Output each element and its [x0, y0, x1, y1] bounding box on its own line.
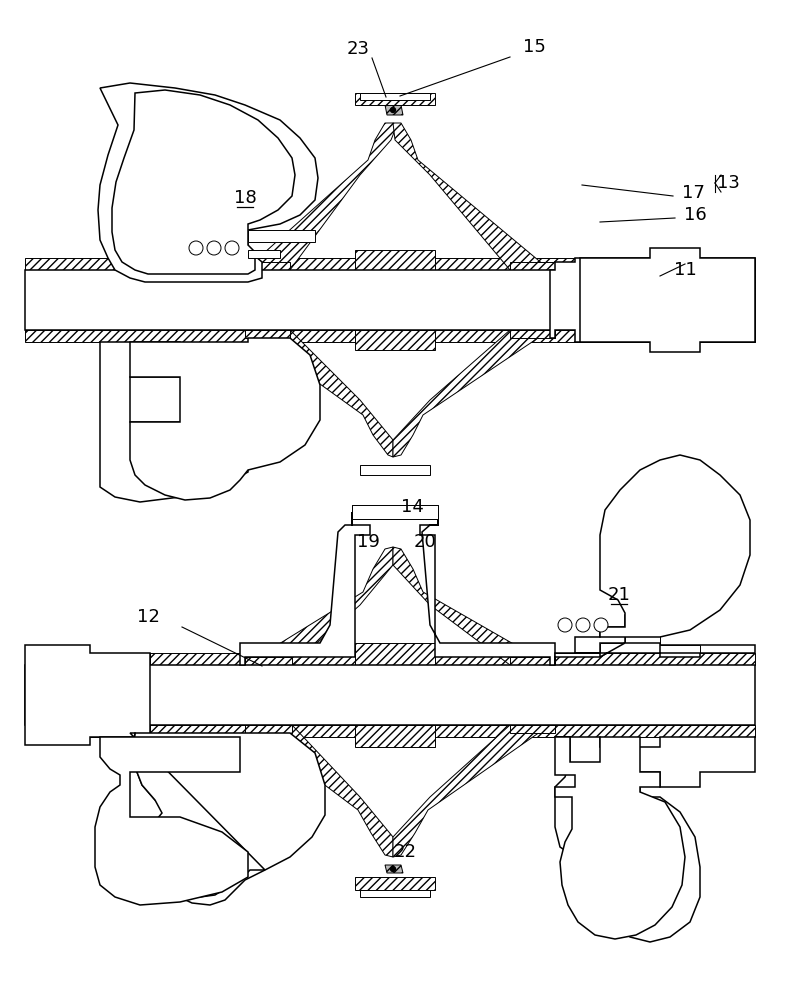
Circle shape [207, 241, 221, 255]
Text: 21: 21 [608, 586, 630, 604]
Polygon shape [240, 512, 370, 665]
Polygon shape [580, 248, 755, 352]
Polygon shape [95, 737, 248, 905]
Polygon shape [25, 653, 755, 665]
Polygon shape [248, 230, 315, 242]
Polygon shape [248, 250, 280, 258]
Text: 13: 13 [717, 174, 739, 192]
Polygon shape [133, 733, 325, 905]
Text: 14: 14 [401, 498, 423, 516]
Polygon shape [245, 330, 290, 338]
Text: 19: 19 [356, 533, 379, 551]
Text: 11: 11 [674, 261, 696, 279]
Polygon shape [360, 93, 430, 100]
Polygon shape [555, 737, 685, 939]
Polygon shape [550, 258, 755, 342]
Polygon shape [245, 725, 393, 857]
Polygon shape [600, 643, 700, 657]
Polygon shape [393, 123, 550, 270]
Circle shape [594, 618, 608, 632]
Polygon shape [355, 643, 435, 665]
Polygon shape [393, 330, 550, 457]
Polygon shape [25, 645, 150, 745]
Polygon shape [245, 725, 292, 733]
Polygon shape [352, 505, 438, 519]
Polygon shape [510, 725, 555, 733]
Polygon shape [245, 547, 393, 665]
Text: 17: 17 [682, 184, 705, 202]
Polygon shape [25, 270, 755, 330]
Polygon shape [25, 330, 755, 342]
Circle shape [576, 618, 590, 632]
Polygon shape [245, 123, 397, 270]
Text: 15: 15 [522, 38, 545, 56]
Circle shape [390, 866, 396, 871]
Polygon shape [510, 330, 555, 338]
Circle shape [558, 618, 572, 632]
Polygon shape [130, 733, 265, 897]
Polygon shape [555, 615, 755, 665]
Polygon shape [510, 262, 555, 270]
Polygon shape [25, 665, 755, 725]
Text: 23: 23 [347, 40, 370, 58]
Polygon shape [245, 657, 292, 665]
Polygon shape [510, 657, 555, 665]
Polygon shape [355, 725, 435, 747]
Polygon shape [355, 93, 435, 105]
Polygon shape [393, 725, 550, 857]
Polygon shape [25, 258, 755, 270]
Polygon shape [420, 512, 555, 665]
Polygon shape [352, 505, 438, 519]
Circle shape [225, 241, 239, 255]
Polygon shape [393, 547, 550, 665]
Polygon shape [112, 90, 295, 274]
Text: 22: 22 [393, 843, 416, 861]
Polygon shape [360, 465, 430, 475]
Polygon shape [385, 865, 403, 873]
Polygon shape [130, 338, 320, 500]
Polygon shape [355, 877, 435, 890]
Polygon shape [360, 890, 430, 897]
Polygon shape [355, 250, 435, 270]
Text: 16: 16 [683, 206, 706, 224]
Circle shape [390, 107, 396, 112]
Polygon shape [25, 725, 755, 737]
Polygon shape [245, 262, 290, 270]
Polygon shape [600, 455, 750, 637]
Polygon shape [385, 105, 403, 115]
Text: 12: 12 [137, 608, 160, 626]
Polygon shape [245, 330, 393, 457]
Text: 18: 18 [234, 189, 257, 207]
Polygon shape [25, 653, 150, 737]
Circle shape [189, 241, 203, 255]
Polygon shape [555, 628, 700, 653]
Polygon shape [555, 737, 755, 942]
Polygon shape [98, 83, 318, 282]
Text: 20: 20 [414, 533, 436, 551]
Polygon shape [355, 330, 435, 350]
Polygon shape [100, 342, 248, 502]
